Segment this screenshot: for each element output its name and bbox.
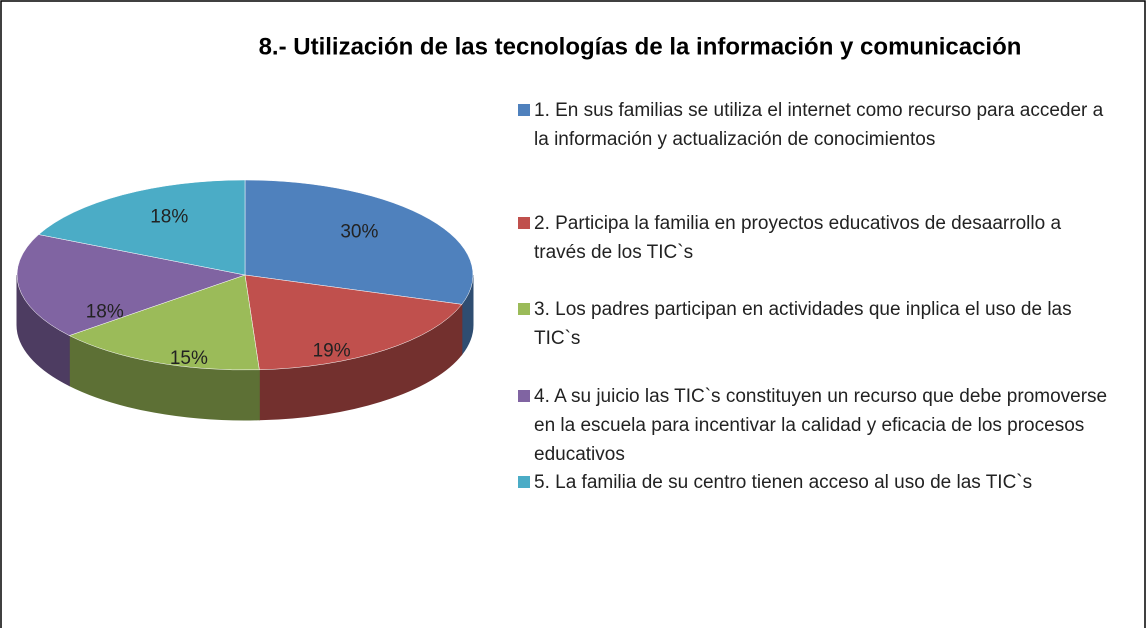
slice <box>68 274 260 371</box>
legend-label: 1. En sus familias se utiliza el interne… <box>534 100 1104 150</box>
slice <box>244 179 474 305</box>
legend-label: 5. La familia de su centro tienen acceso… <box>534 472 1033 493</box>
legend-entry: 4. A su juicio las TIC`s constituyen un … <box>518 382 1108 469</box>
data-label: 30% <box>340 221 378 242</box>
legend-swatch <box>518 217 530 229</box>
data-label: 15% <box>170 348 208 369</box>
legend-entry: 3. Los padres participan en actividades … <box>518 295 1108 353</box>
slice <box>244 274 463 371</box>
legend-swatch <box>518 104 530 116</box>
legend-swatch <box>518 303 530 315</box>
data-label: 19% <box>313 341 351 362</box>
legend-label: 2. Participa la familia en proyectos edu… <box>534 213 1062 263</box>
legend-entry: 5. La familia de su centro tienen acceso… <box>518 468 1108 497</box>
legend-label: 3. Los padres participan en actividades … <box>534 299 1072 349</box>
legend-entry: 1. En sus familias se utiliza el interne… <box>518 96 1108 154</box>
legend-swatch <box>518 390 530 402</box>
legend-label: 4. A su juicio las TIC`s constituyen un … <box>534 386 1108 465</box>
data-label: 18% <box>150 206 188 227</box>
data-label: 18% <box>86 301 124 322</box>
chart-title: 8.- Utilización de las tecnologías de la… <box>259 33 1022 60</box>
legend-swatch <box>518 476 530 488</box>
slice <box>38 179 246 276</box>
slice <box>16 234 246 336</box>
legend-entry: 2. Participa la familia en proyectos edu… <box>518 209 1108 267</box>
